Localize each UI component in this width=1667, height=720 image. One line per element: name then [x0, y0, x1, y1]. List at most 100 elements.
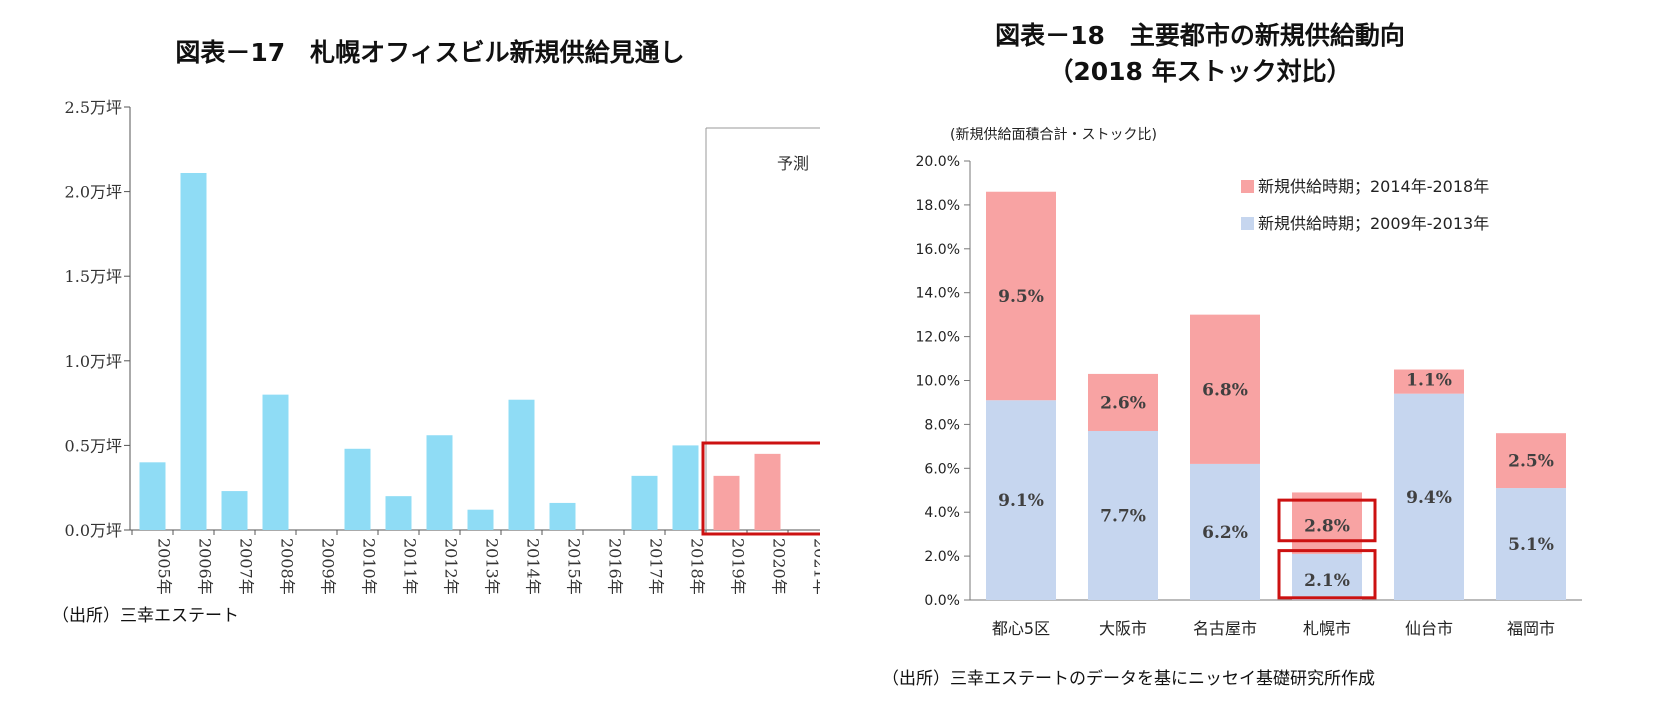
chart-18-highlight-boxes	[1277, 498, 1377, 600]
chart-18-y-tick-label: 2.0%	[924, 549, 960, 565]
chart-17-x-tick-label: 2019年	[729, 538, 748, 595]
chart-18-y-tick-label: 6.0%	[924, 461, 960, 477]
chart-17-bar-2011	[385, 496, 412, 530]
chart-18-y-tick-labels: 0.0% 2.0% 4.0% 6.0% 8.0% 10.0% 12.0% 14.0% 16.0%…	[916, 154, 960, 609]
chart-17-x-tick-label: 2005年	[155, 538, 174, 595]
chart-18-bar-lower-1	[1088, 430, 1158, 600]
chart-18-y-tick-label: 8.0%	[924, 417, 960, 433]
chart-17-y-tick-label: 2.5万坪	[65, 98, 122, 117]
chart-17-axes	[124, 106, 820, 535]
chart-18-y-tick-label: 4.0%	[924, 505, 960, 521]
chart-17-x-tick-label: 2016年	[606, 538, 625, 595]
chart-18-bar-lower-5	[1496, 488, 1566, 600]
chart-18-highlight-box-lower	[1277, 549, 1377, 600]
chart-18-data-label-upper: 2.8%	[1304, 516, 1350, 536]
chart-17-bar-2017	[631, 475, 658, 530]
chart-17-x-tick-label: 2018年	[688, 538, 707, 595]
chart-17-bar-2019	[713, 475, 740, 530]
chart-18-x-tick-label: 名古屋市	[1193, 619, 1257, 638]
chart-17-bar-2018	[672, 445, 699, 530]
chart-18-bar-lower-3	[1292, 553, 1362, 600]
chart-17-y-tick-label: 0.0万坪	[65, 521, 122, 540]
chart-18-title-line2: （2018 年ストック対比）	[1048, 57, 1351, 86]
chart-18-bar-lower-0	[986, 400, 1056, 600]
chart-18-y-tick-label: 10.0%	[916, 374, 960, 390]
chart-18-y-tick-label: 14.0%	[916, 286, 960, 302]
chart-18-source: （出所）三幸エステートのデータを基にニッセイ基礎研究所作成	[882, 668, 1375, 689]
chart-18-highlight-box-upper	[1277, 498, 1377, 543]
chart-18-bars	[986, 191, 1566, 600]
chart-17-bar-2010	[344, 448, 371, 530]
chart-18-bar-upper-2	[1190, 314, 1260, 464]
chart-18-data-label-upper: 2.5%	[1508, 452, 1554, 472]
chart-17-source: （出所）三幸エステート	[52, 606, 239, 626]
chart-18-bar-lower-2	[1190, 463, 1260, 600]
chart-17-bar-2013	[467, 509, 494, 530]
chart-17-forecast-marker: 予測	[701, 127, 820, 536]
chart-17-x-tick-label: 2012年	[442, 538, 461, 595]
chart-18-data-label-upper: 2.6%	[1100, 393, 1146, 413]
chart-18-y-tick-label: 16.0%	[916, 242, 960, 258]
chart-18-data-label-lower: 2.1%	[1304, 571, 1350, 591]
chart-17-x-tick-labels: 2005年 2006年 2007年 2008年 2009年 2010年 2011年 2012年…	[155, 538, 821, 595]
chart-17-bar-2008	[262, 394, 289, 530]
chart-17-x-tick-label: 2011年	[401, 538, 420, 595]
chart-18-legend-swatch	[1241, 180, 1254, 193]
chart-18-y-axis-label: (新規供給面積合計・ストック比)	[950, 127, 1157, 143]
chart-18-x-tick-label: 大阪市	[1099, 619, 1147, 638]
chart-17-bar-2005	[139, 462, 166, 530]
chart-18-data-label-lower: 9.1%	[998, 491, 1044, 511]
chart-17-sapporo-supply: 図表－17 札幌オフィスビル新規供給見通し 2005年 2006年 2007年 200…	[52, 38, 821, 626]
chart-18-legend-label: 新規供給時期；2009年-2013年	[1258, 214, 1489, 233]
chart-18-x-tick-label: 福岡市	[1507, 619, 1555, 638]
chart-17-y-tick-labels: 0.0万坪 0.5万坪 1.0万坪 1.5万坪 2.0万坪 2.5万坪	[65, 98, 122, 540]
chart-18-y-tick-label: 12.0%	[916, 330, 960, 346]
chart-18-bar-upper-0	[986, 191, 1056, 401]
chart-18-bar-upper-4	[1394, 369, 1464, 394]
chart-17-x-tick-label: 2020年	[770, 538, 789, 595]
chart-17-x-tick-label: 2008年	[278, 538, 297, 595]
chart-18-x-tick-labels: 都心5区 大阪市 名古屋市 札幌市 仙台市 福岡市	[992, 619, 1555, 638]
chart-18-data-label-lower: 7.7%	[1100, 506, 1146, 526]
chart-17-bar-2006	[180, 172, 207, 530]
chart-17-bar-2012	[426, 435, 453, 530]
chart-17-title: 図表－17 札幌オフィスビル新規供給見通し	[175, 38, 684, 67]
chart-17-bars	[139, 172, 781, 530]
chart-18-bar-upper-1	[1088, 373, 1158, 431]
chart-18-data-label-upper: 1.1%	[1406, 371, 1452, 391]
chart-17-x-tick-label: 2021年	[811, 538, 821, 595]
chart-18-data-label-lower: 9.4%	[1406, 488, 1452, 508]
chart-17-x-tick-label: 2007年	[237, 538, 256, 595]
chart-17-x-tick-label: 2013年	[483, 538, 502, 595]
chart-18-bar-upper-5	[1496, 433, 1566, 489]
chart-18-title-line1: 図表－18 主要都市の新規供給動向	[995, 21, 1405, 50]
chart-17-y-tick-label: 1.0万坪	[65, 352, 122, 371]
chart-18-y-tick-label: 20.0%	[916, 154, 960, 170]
chart-18-bar-upper-3	[1292, 492, 1362, 554]
chart-18-data-label-upper: 9.5%	[998, 287, 1044, 307]
chart-18-bar-lower-4	[1394, 393, 1464, 600]
chart-17-x-tick-label: 2014年	[524, 538, 543, 595]
chart-17-bar-2015	[549, 502, 576, 530]
chart-17-bar-2007	[221, 491, 248, 530]
chart-17-bar-2014	[508, 399, 535, 530]
chart-18-legend-swatch	[1241, 217, 1254, 230]
chart-18-y-tick-label: 0.0%	[924, 593, 960, 609]
chart-18-x-tick-label: 札幌市	[1303, 619, 1351, 638]
chart-17-forecast-highlight-box	[701, 441, 820, 536]
chart-18-legend-label: 新規供給時期；2014年-2018年	[1258, 177, 1489, 196]
chart-17-y-tick-label: 0.5万坪	[65, 436, 122, 455]
chart-18-data-label-lower: 5.1%	[1508, 535, 1554, 555]
chart-18-axes	[964, 160, 1582, 601]
chart-17-x-tick-label: 2006年	[196, 538, 215, 595]
chart-18-data-label-upper: 6.8%	[1202, 380, 1248, 400]
chart-18-x-tick-label: 仙台市	[1405, 619, 1453, 638]
chart-18-y-tick-label: 18.0%	[916, 198, 960, 214]
chart-17-x-tick-label: 2010年	[360, 538, 379, 595]
chart-17-x-tick-label: 2009年	[319, 538, 338, 595]
chart-17-x-tick-label: 2015年	[565, 538, 584, 595]
chart-18-data-labels: 9.1% 9.5% 7.7% 2.6% 6.2% 6.8% 2.1% 2.8% 9.4% 1.1%…	[998, 287, 1554, 591]
chart-18-major-cities-supply: 図表－18 主要都市の新規供給動向 （2018 年ストック対比） (新規供給面積…	[882, 21, 1582, 689]
chart-17-y-tick-label: 1.5万坪	[65, 267, 122, 286]
